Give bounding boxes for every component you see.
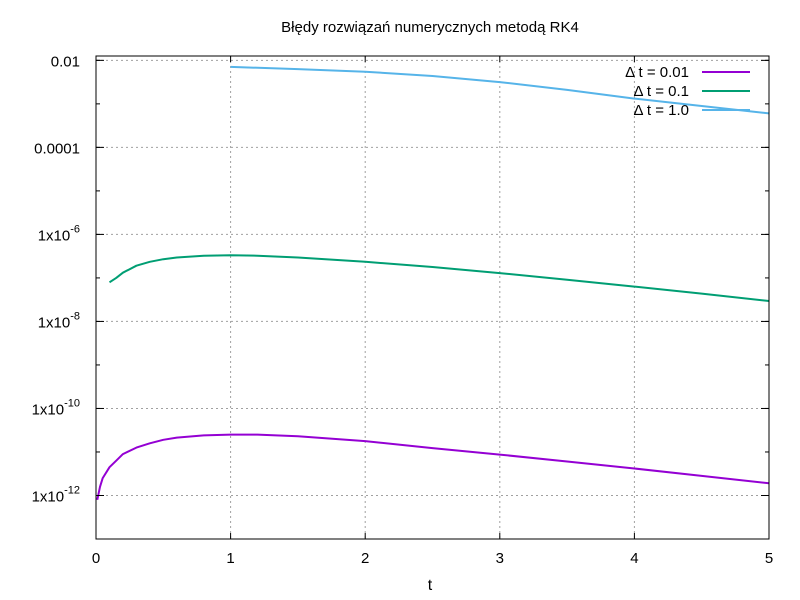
x-axis-label: t — [428, 577, 433, 594]
series-line-1 — [108, 254, 770, 302]
y-tick-label-base: 0.01 — [51, 53, 80, 70]
x-tick-label: 4 — [630, 550, 638, 567]
series-line-2 — [230, 65, 770, 115]
legend-entry-label: Δ t = 1.0 — [634, 102, 689, 119]
y-tick-label: 1x10-6 — [38, 223, 80, 244]
series-lines — [96, 65, 770, 501]
y-tick-label-exponent: -8 — [70, 310, 80, 322]
legend-entry-label: Δ t = 0.1 — [634, 83, 689, 100]
y-tick-label: 1x10-10 — [32, 397, 80, 418]
chart-title: Błędy rozwiązań numerycznych metodą RK4 — [281, 19, 579, 36]
y-tick-label: 1x10-8 — [38, 310, 80, 331]
y-tick-label-base: 1x10 — [32, 401, 65, 418]
x-tick-label: 3 — [496, 550, 504, 567]
y-tick-label-base: 1x10 — [38, 314, 71, 331]
y-tick-label-base: 1x10 — [38, 227, 71, 244]
plot-frame — [95, 55, 770, 540]
legend: Δ t = 0.01 Δ t = 0.1 Δ t = 1.0 — [625, 64, 750, 119]
y-tick-label: 1x10-12 — [32, 484, 80, 505]
grid-lines — [96, 56, 769, 539]
axis-ticks: 0 1 2 3 4 50.010.00011x10-61x10-81x10-101x10-… — [32, 53, 774, 567]
y-tick-label-base: 0.0001 — [34, 140, 80, 157]
y-tick-label-exponent: -10 — [64, 397, 80, 409]
x-tick-label: 5 — [765, 550, 773, 567]
x-tick-label: 2 — [361, 550, 369, 567]
y-tick-label: 0.01 — [51, 53, 80, 70]
y-tick-label-base: 1x10 — [32, 488, 65, 505]
x-tick-label: 0 — [92, 550, 100, 567]
x-tick-label: 1 — [226, 550, 234, 567]
y-tick-label-exponent: -6 — [70, 223, 80, 235]
legend-entry-label: Δ t = 0.01 — [625, 64, 689, 81]
y-tick-label: 0.0001 — [34, 140, 80, 157]
series-line-0 — [96, 433, 770, 501]
y-tick-label-exponent: -12 — [64, 484, 80, 496]
